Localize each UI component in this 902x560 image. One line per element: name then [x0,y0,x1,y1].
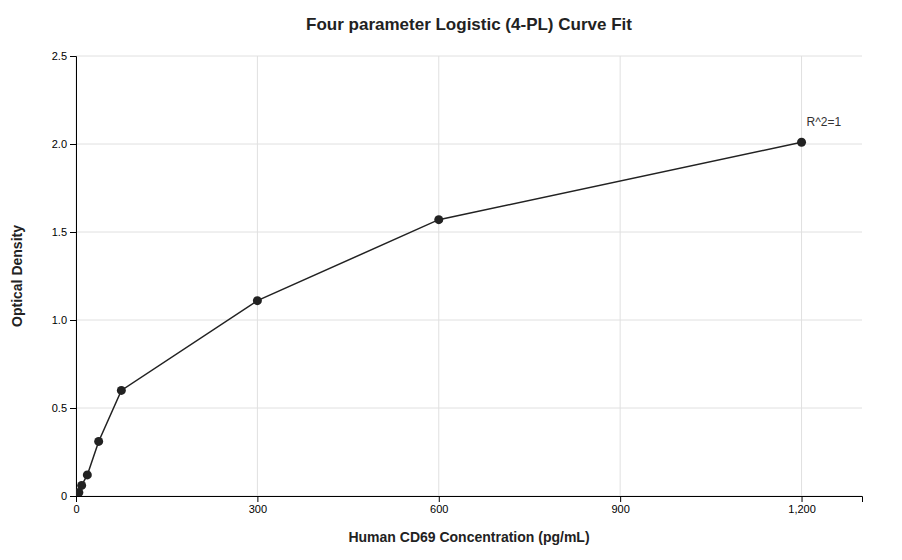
y-tick: 2.0 [52,138,76,150]
y-tick: 0 [61,490,76,502]
grid-line [620,56,621,496]
x-tick: 300 [249,496,267,515]
annotation: R^2=1 [807,115,842,129]
y-tick-mark [70,232,76,233]
grid-line [76,56,862,57]
y-tick-label: 1.0 [52,314,67,326]
point [117,386,126,395]
x-tick-mark [257,496,258,502]
y-tick-label: 2.0 [52,138,67,150]
x-tick-mark [802,496,803,502]
y-tick-label: 0.5 [52,402,67,414]
x-tick-mark [620,496,621,502]
grid-line [76,320,862,321]
y-tick: 1.0 [52,314,76,326]
grid-line [257,56,258,496]
x-tick-label: 300 [249,503,267,515]
y-tick-mark [70,320,76,321]
point [77,481,86,490]
y-tick-mark [70,408,76,409]
x-tick: 0 [73,496,79,515]
y-tick: 1.5 [52,226,76,238]
y-tick-label: 0 [61,490,67,502]
x-axis: 0 300 600 900 1,200 [73,496,862,515]
x-tick: 1,200 [788,496,816,515]
x-tick-label: 900 [611,503,629,515]
y-tick-label: 1.5 [52,226,67,238]
plot: 0 300 600 900 1,200 0 0.5 1.0 1.5 2.0 2.5 R^2=1 [52,50,863,515]
point [94,437,103,446]
y-axis-title: Optical Density [9,225,25,327]
x-tick: 600 [430,496,448,515]
point [797,138,806,147]
x-tick: 900 [611,496,629,515]
point [253,296,262,305]
grid-line [438,56,439,496]
grid-line [76,144,862,145]
x-tick-label: 1,200 [788,503,816,515]
y-tick-mark [70,56,76,57]
chart: 0 300 600 900 1,200 0 0.5 1.0 1.5 2.0 2.5 R^2=1 Four… [0,0,902,560]
x-axis-title: Human CD69 Concentration (pg/mL) [348,529,589,545]
x-axis-line [77,497,863,503]
y-axis: 0 0.5 1.0 1.5 2.0 2.5 [52,50,77,502]
line [79,142,802,492]
y-tick-mark [70,144,76,145]
y-tick-mark [70,496,76,497]
grid [76,56,862,496]
grid-line [801,56,802,496]
grid-line [76,408,862,409]
grid-line [76,232,862,233]
y-tick: 0.5 [52,402,76,414]
point [83,470,92,479]
x-tick-label: 0 [73,503,79,515]
x-tick-mark [439,496,440,502]
point [434,215,443,224]
marks [76,138,806,496]
y-tick-label: 2.5 [52,50,67,62]
x-tick-label: 600 [430,503,448,515]
y-tick: 2.5 [52,50,76,62]
title: Four parameter Logistic (4-PL) Curve Fit [306,15,632,34]
y-axis-line [70,57,77,497]
